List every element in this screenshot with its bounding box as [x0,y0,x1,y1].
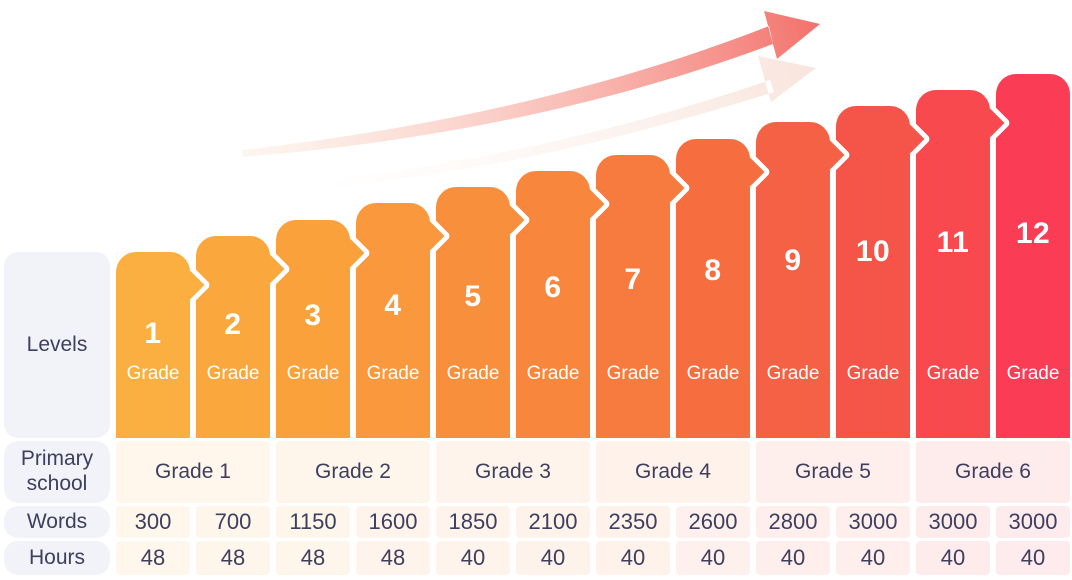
row-label-levels: Levels [4,252,110,438]
primary-school-cell-3: Grade 3 [436,441,590,503]
row-label-hours: Hours [4,541,110,575]
level-grade-label: Grade [206,363,260,384]
level-grade-label: Grade [606,363,660,384]
hours-cell-4: 48 [356,541,430,575]
primary-school-label-text: Primary school [20,447,94,495]
words-cell-4: 1600 [356,506,430,538]
level-grade-label: Grade [366,363,420,384]
growth-arrow [242,11,820,157]
row-label-primary-school: Primary school [4,441,110,503]
level-bar-11: 11 Grade [916,90,990,438]
level-grade-label: Grade [686,363,740,384]
primary-school-cell-5: Grade 5 [756,441,910,503]
hours-label-text: Hours [28,545,86,569]
level-grade-label: Grade [446,363,500,384]
hours-cell-12: 40 [996,541,1070,575]
hours-cell-9: 40 [756,541,830,575]
words-cell-12: 3000 [996,506,1070,538]
level-grade-label: Grade [846,363,900,384]
level-number: 5 [464,280,482,314]
words-cell-11: 3000 [916,506,990,538]
primary-school-cell-2: Grade 2 [276,441,430,503]
hours-cell-1: 48 [116,541,190,575]
level-grade-label: Grade [126,363,180,384]
primary-school-cell-1: Grade 1 [116,441,270,503]
level-number: 1 [144,316,162,350]
primary-school-cell-4: Grade 4 [596,441,750,503]
words-cell-9: 2800 [756,506,830,538]
hours-cell-11: 40 [916,541,990,575]
level-number: 11 [936,226,970,260]
words-cell-10: 3000 [836,506,910,538]
level-number: 2 [224,307,242,341]
primary-school-cell-6: Grade 6 [916,441,1070,503]
hours-cell-5: 40 [436,541,510,575]
words-label-text: Words [26,509,88,533]
hours-cell-2: 48 [196,541,270,575]
level-bar-7: 7 Grade [596,155,670,438]
levels-label-text: Levels [26,332,88,356]
hours-cell-8: 40 [676,541,750,575]
hours-cell-3: 48 [276,541,350,575]
level-grade-label: Grade [766,363,820,384]
row-label-words: Words [4,506,110,538]
words-cell-6: 2100 [516,506,590,538]
level-bar-6: 6 Grade [516,171,590,438]
level-number: 8 [704,253,722,287]
hours-cell-10: 40 [836,541,910,575]
level-bar-4: 4 Grade [356,203,430,438]
level-grade-label: Grade [526,363,580,384]
level-number: 4 [384,289,402,323]
level-grade-label: Grade [286,363,340,384]
hours-cell-6: 40 [516,541,590,575]
level-grade-label: Grade [926,363,980,384]
words-cell-3: 1150 [276,506,350,538]
words-cell-8: 2600 [676,506,750,538]
level-bar-10: 10 Grade [836,106,910,438]
level-number: 3 [304,298,322,332]
words-cell-2: 700 [196,506,270,538]
words-cell-7: 2350 [596,506,670,538]
level-bar-1: 1 Grade [116,252,190,438]
level-number: 10 [855,235,891,269]
ghost-growth-arrow [330,56,816,188]
words-cell-5: 1850 [436,506,510,538]
level-number: 7 [624,262,642,296]
level-number: 12 [1015,217,1051,251]
level-grade-label: Grade [1006,363,1060,384]
level-number: 9 [784,244,802,278]
level-bar-5: 5 Grade [436,187,510,438]
words-cell-1: 300 [116,506,190,538]
level-number: 6 [544,271,562,305]
hours-cell-7: 40 [596,541,670,575]
level-bar-12: 12 Grade [996,74,1070,438]
